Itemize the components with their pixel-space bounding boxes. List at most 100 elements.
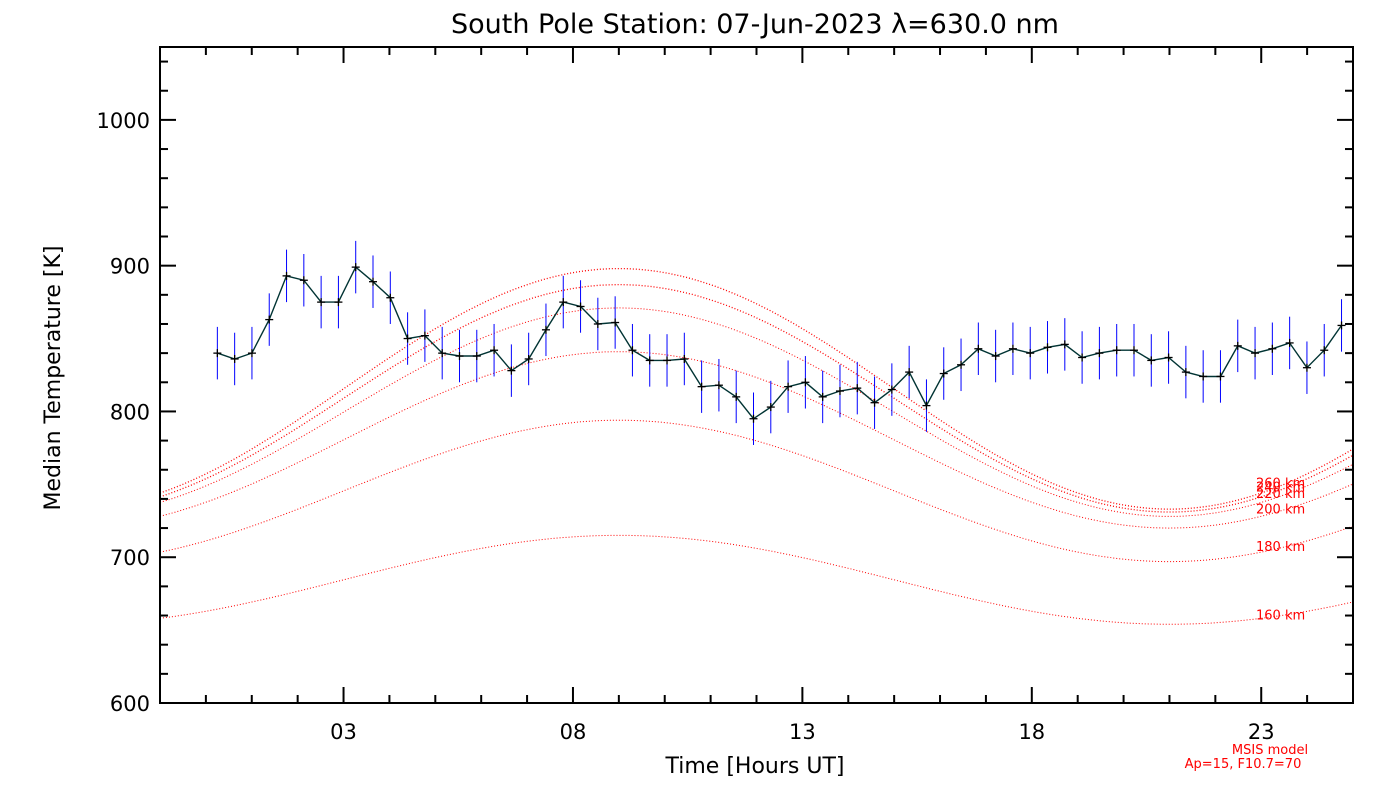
data-point [697,382,706,391]
data-point [1164,353,1173,362]
y-tick-label: 700 [110,546,150,570]
data-point [957,360,966,369]
data-point [524,354,533,363]
data-point [1112,346,1121,355]
y-axis-ticks [160,60,1353,704]
data-point [887,385,896,394]
data-point [611,318,620,327]
x-tick-label: 18 [1018,720,1045,744]
model-curve-160-km [159,534,1354,625]
data-point [1251,349,1260,358]
data-point [247,349,256,358]
data-point [455,352,464,361]
data-point [1216,372,1225,381]
data-point [1026,349,1035,358]
data-point [870,398,879,407]
data-point [386,293,395,302]
model-curve-260-km [159,267,1354,510]
data-point [1233,341,1242,350]
data-point [991,352,1000,361]
data-point [265,315,274,324]
x-axis-ticks [204,47,1354,703]
error-bars [216,240,1343,445]
data-point [213,349,222,358]
x-tick-label: 08 [560,720,587,744]
data-point [576,302,585,311]
data-point [801,378,810,387]
data-point [593,319,602,328]
data-point [282,271,291,280]
chart-title: South Pole Station: 07-Jun-2023 λ=630.0 … [451,9,1059,40]
data-point [317,298,326,307]
data-point [939,369,948,378]
data-point [645,356,654,365]
data-point [663,356,672,365]
data-point [334,298,343,307]
data-point [1095,349,1104,358]
data-point [507,366,516,375]
data-point [818,392,827,401]
data-point [1060,340,1069,349]
x-tick-label: 13 [789,720,816,744]
data-point [732,392,741,401]
y-tick-label: 600 [110,692,150,716]
data-point [1199,372,1208,381]
y-tick-label: 800 [110,400,150,424]
y-tick-label: 1000 [97,109,150,133]
model-curve-180-km [159,419,1354,563]
data-point [1078,353,1087,362]
data-point [1181,368,1190,377]
y-axis-label: Median Temperature [K] [41,246,66,511]
data-point [420,331,429,340]
data-point [749,414,758,423]
x-axis-label: Time [Hours UT] [665,754,845,779]
data-point [369,277,378,286]
model-curve-220-km [159,307,1354,517]
data-point [853,384,862,393]
data-point [351,263,360,272]
observed-temperature-line [217,265,1343,420]
model-curve-200-km [159,351,1354,529]
data-point [714,381,723,390]
plot-frame [159,46,1354,704]
data-point [680,354,689,363]
data-point [299,276,308,285]
data-point [628,346,637,355]
model-label-220-km: 220 km [1256,487,1305,502]
model-label-160-km: 160 km [1256,608,1305,623]
data-point [1268,344,1277,353]
y-tick-label: 900 [110,255,150,279]
data-point [974,344,983,353]
data-point [438,349,447,358]
data-point [922,401,931,410]
data-point [766,403,775,412]
data-point [472,352,481,361]
data-point [1285,338,1294,347]
data-point [784,382,793,391]
data-point [230,354,239,363]
x-axis-tick-labels: 03 08 13 18 23 [330,720,1274,744]
model-note-params: Ap=15, F10.7=70 [1185,757,1302,772]
data-point [1337,321,1346,330]
data-point [1302,363,1311,372]
data-point [1320,346,1329,355]
model-label-200-km: 200 km [1256,502,1305,517]
x-tick-label: 23 [1248,720,1275,744]
data-point [1147,356,1156,365]
data-point [1043,343,1052,352]
model-label-180-km: 180 km [1256,540,1305,555]
y-axis-tick-labels: 600 700 800 900 1000 [97,109,150,716]
model-label-260-km: 260 km [1256,476,1305,491]
data-point [835,387,844,396]
data-point [1129,346,1138,355]
data-point [541,325,550,334]
data-point [905,368,914,377]
model-note-title: MSIS model [1232,743,1308,758]
data-point [559,298,568,307]
data-point [490,346,499,355]
data-point [403,334,412,343]
data-point [1008,344,1017,353]
model-curve-240-km [159,283,1354,513]
